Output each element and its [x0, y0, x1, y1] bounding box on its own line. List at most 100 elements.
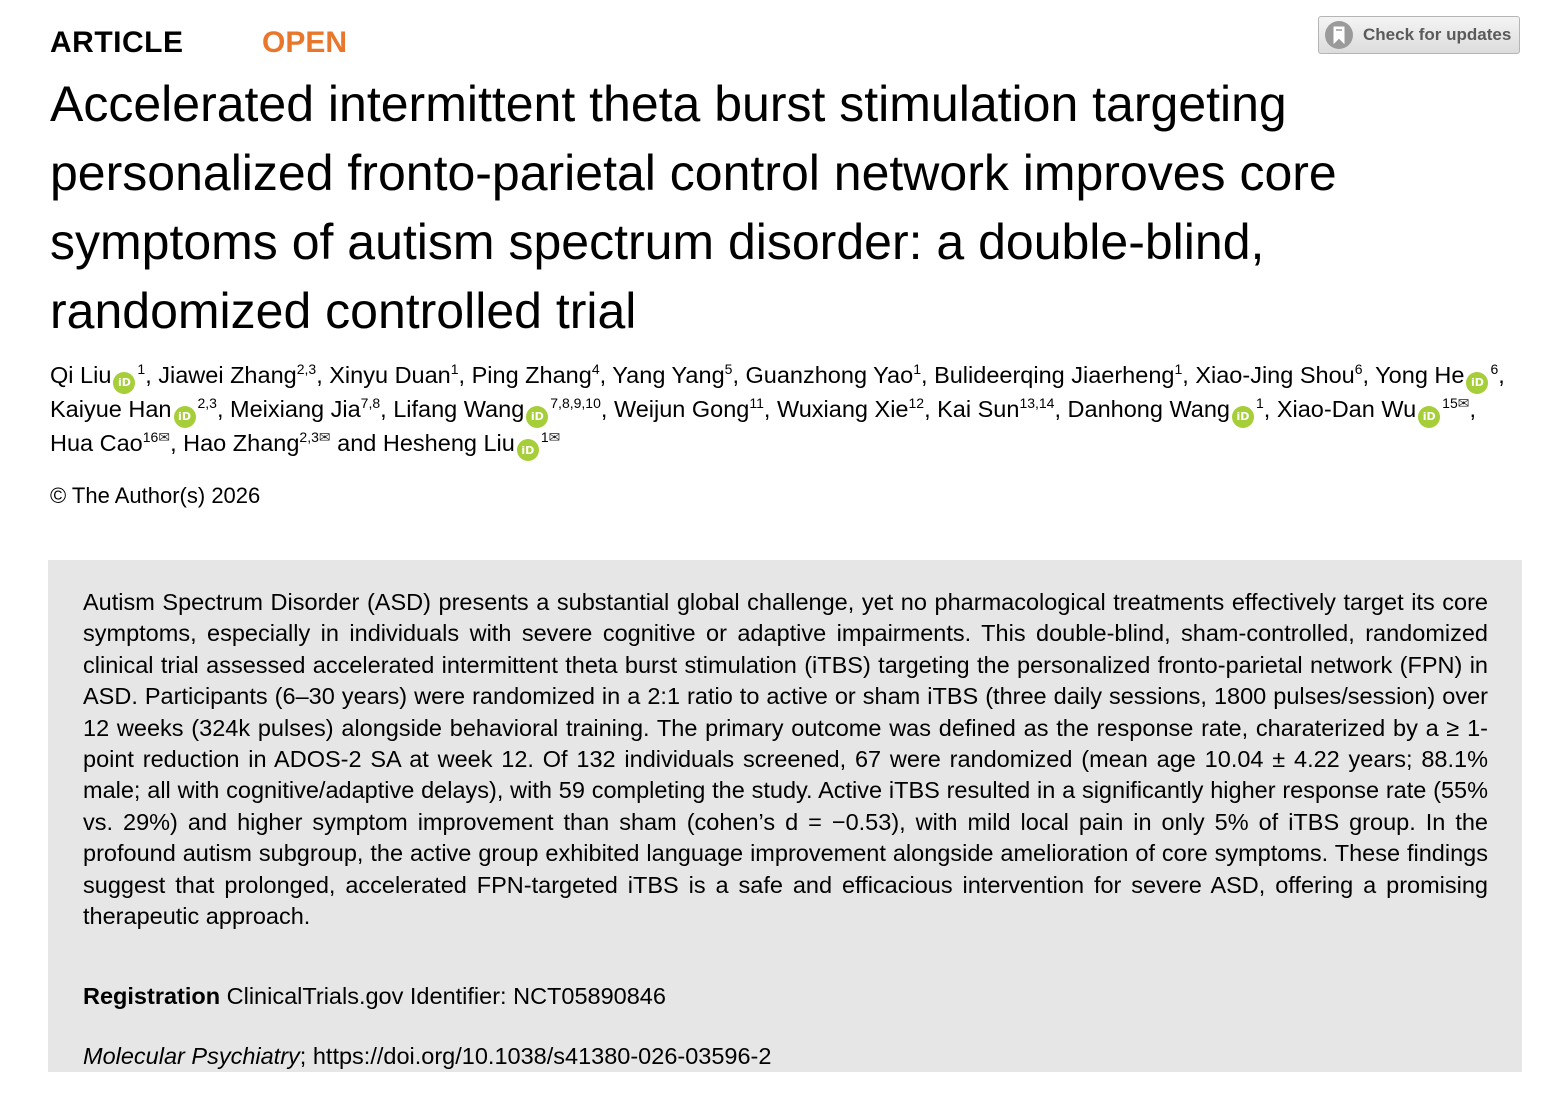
registration-identifier: ClinicalTrials.gov Identifier: NCT058908… [226, 983, 666, 1010]
mail-icon[interactable]: ✉ [548, 428, 561, 445]
author-affiliation: 7,8,9,10 [550, 394, 601, 411]
author-affiliation: 13,14 [1019, 394, 1055, 411]
author[interactable]: Meixiang Jia7,8 [230, 396, 380, 422]
author-separator: , [921, 362, 935, 388]
author-affiliation: 11 [749, 394, 764, 411]
author[interactable]: Kaiyue Han iD2,3 [50, 394, 217, 428]
author-affiliation: 7,8 [360, 394, 381, 411]
author[interactable]: Wuxiang Xie12 [777, 396, 924, 422]
author[interactable]: Yong He iD6 [1375, 361, 1499, 394]
author-separator: and [330, 429, 383, 456]
registration-label: Registration [83, 983, 221, 1010]
author-separator: , [732, 362, 746, 388]
author-separator: , [924, 395, 938, 422]
article-type-label: ARTICLE [50, 26, 184, 59]
registration-line: Registration ClinicalTrials.gov Identifi… [83, 981, 1488, 1012]
orcid-icon[interactable]: iD [1418, 405, 1441, 428]
author-separator: , [1498, 362, 1505, 388]
author-separator: , [316, 362, 330, 388]
author[interactable]: Lifang Wang iD7,8,9,10 [393, 394, 601, 428]
author-name[interactable]: Yang Yang [612, 362, 725, 388]
author-name[interactable]: Xiao-Jing Shou [1195, 362, 1355, 388]
author-separator: , [599, 362, 613, 388]
author[interactable]: Guanzhong Yao1 [746, 362, 922, 388]
author-separator: , [1362, 362, 1376, 388]
author-affiliation: 1 [1174, 361, 1183, 377]
author[interactable]: Xinyu Duan1 [329, 362, 458, 388]
author[interactable]: Qi Liu iD1 [50, 361, 146, 394]
author-name[interactable]: Yong He [1375, 362, 1465, 388]
author-name[interactable]: Hua Cao [50, 429, 143, 456]
orcid-icon[interactable]: iD [173, 405, 196, 428]
author-name[interactable]: Bulideerqing Jiaerheng [934, 362, 1175, 388]
author-name[interactable]: Hao Zhang [183, 429, 300, 456]
orcid-icon[interactable]: iD [516, 439, 539, 462]
author-name[interactable]: Guanzhong Yao [745, 362, 914, 388]
citation-separator: ; [299, 1043, 313, 1070]
mail-icon[interactable]: ✉ [158, 428, 171, 445]
author[interactable]: Danhong Wang iD1 [1067, 395, 1264, 428]
author-affiliation: 4 [591, 361, 600, 377]
author[interactable]: Jiawei Zhang2,3 [158, 362, 316, 388]
author-name[interactable]: Lifang Wang [393, 395, 525, 422]
open-access-label: OPEN [262, 26, 348, 59]
author-separator: , [145, 362, 159, 388]
author-affiliation: 2,3 [299, 428, 319, 445]
doi-link[interactable]: https://doi.org/10.1038/s41380-026-03596… [312, 1043, 772, 1070]
author[interactable]: Bulideerqing Jiaerheng1 [934, 362, 1182, 388]
author-affiliation: 12 [908, 394, 925, 411]
author[interactable]: Hua Cao16✉ [50, 430, 170, 456]
author-affiliation: 1 [450, 361, 459, 377]
author-affiliation: 6 [1490, 361, 1499, 377]
author-separator: , [216, 395, 231, 422]
orcid-icon[interactable]: iD [1466, 371, 1489, 394]
author-name[interactable]: Kaiyue Han [50, 395, 172, 422]
author-name[interactable]: Meixiang Jia [230, 395, 361, 422]
author-affiliation: 1 [540, 428, 549, 445]
author-affiliation: 6 [1354, 361, 1363, 377]
author-name[interactable]: Jiawei Zhang [158, 362, 297, 388]
author-name[interactable]: Hesheng Liu [382, 429, 515, 456]
author-affiliation: 1 [137, 361, 146, 377]
author-separator: , [170, 429, 184, 456]
author-list: Qi Liu iD1, Jiawei Zhang2,3, Xinyu Duan1,… [50, 360, 1530, 462]
author-affiliation: 1 [913, 361, 921, 377]
author[interactable]: Weijun Gong11 [614, 396, 764, 422]
author-name[interactable]: Xiao-Dan Wu [1276, 395, 1417, 422]
check-for-updates-label: Check for updates [1363, 25, 1512, 44]
author-separator: , [1263, 395, 1277, 422]
orcid-icon[interactable]: iD [113, 371, 136, 394]
author-affiliation: 2,3 [296, 361, 317, 377]
author-separator: , [600, 395, 614, 422]
author-name[interactable]: Weijun Gong [613, 395, 750, 422]
orcid-icon[interactable]: iD [1231, 405, 1254, 428]
author[interactable]: Ping Zhang4 [472, 362, 600, 388]
author[interactable]: Hao Zhang2,3✉ [183, 430, 330, 456]
author[interactable]: Xiao-Jing Shou6 [1195, 362, 1362, 388]
author-separator: , [1469, 395, 1477, 422]
copyright-notice: © The Author(s) 2026 [50, 483, 261, 508]
citation-line: Molecular Psychiatry; https://doi.org/10… [83, 1041, 1488, 1072]
author-affiliation: 2,3 [197, 394, 217, 411]
abstract-panel: Autism Spectrum Disorder (ASD) presents … [48, 560, 1522, 1072]
author-name[interactable]: Wuxiang Xie [776, 395, 909, 422]
author-name[interactable]: Xinyu Duan [329, 362, 451, 388]
orcid-icon[interactable]: iD [526, 405, 549, 428]
article-title: Accelerated intermittent theta burst sti… [50, 76, 1337, 339]
author-separator: , [458, 362, 472, 388]
author[interactable]: Kai Sun13,14 [937, 396, 1054, 422]
author[interactable]: Hesheng Liu iD1✉ [382, 428, 561, 462]
author-separator: , [380, 395, 394, 422]
author-separator: , [763, 395, 777, 422]
author-name[interactable]: Danhong Wang [1067, 395, 1230, 422]
author-affiliation: 15 [1442, 394, 1458, 411]
author[interactable]: Xiao-Dan Wu iD15✉ [1276, 394, 1470, 428]
author[interactable]: Yang Yang5 [612, 362, 732, 388]
mail-icon[interactable]: ✉ [1457, 394, 1470, 411]
bookmark-ribbon-icon [1325, 21, 1353, 49]
mail-icon[interactable]: ✉ [318, 428, 331, 445]
author-name[interactable]: Ping Zhang [471, 362, 592, 388]
author-name[interactable]: Kai Sun [937, 395, 1020, 422]
author-name[interactable]: Qi Liu [50, 362, 112, 388]
check-for-updates-button[interactable]: Check for updates [1318, 16, 1520, 54]
